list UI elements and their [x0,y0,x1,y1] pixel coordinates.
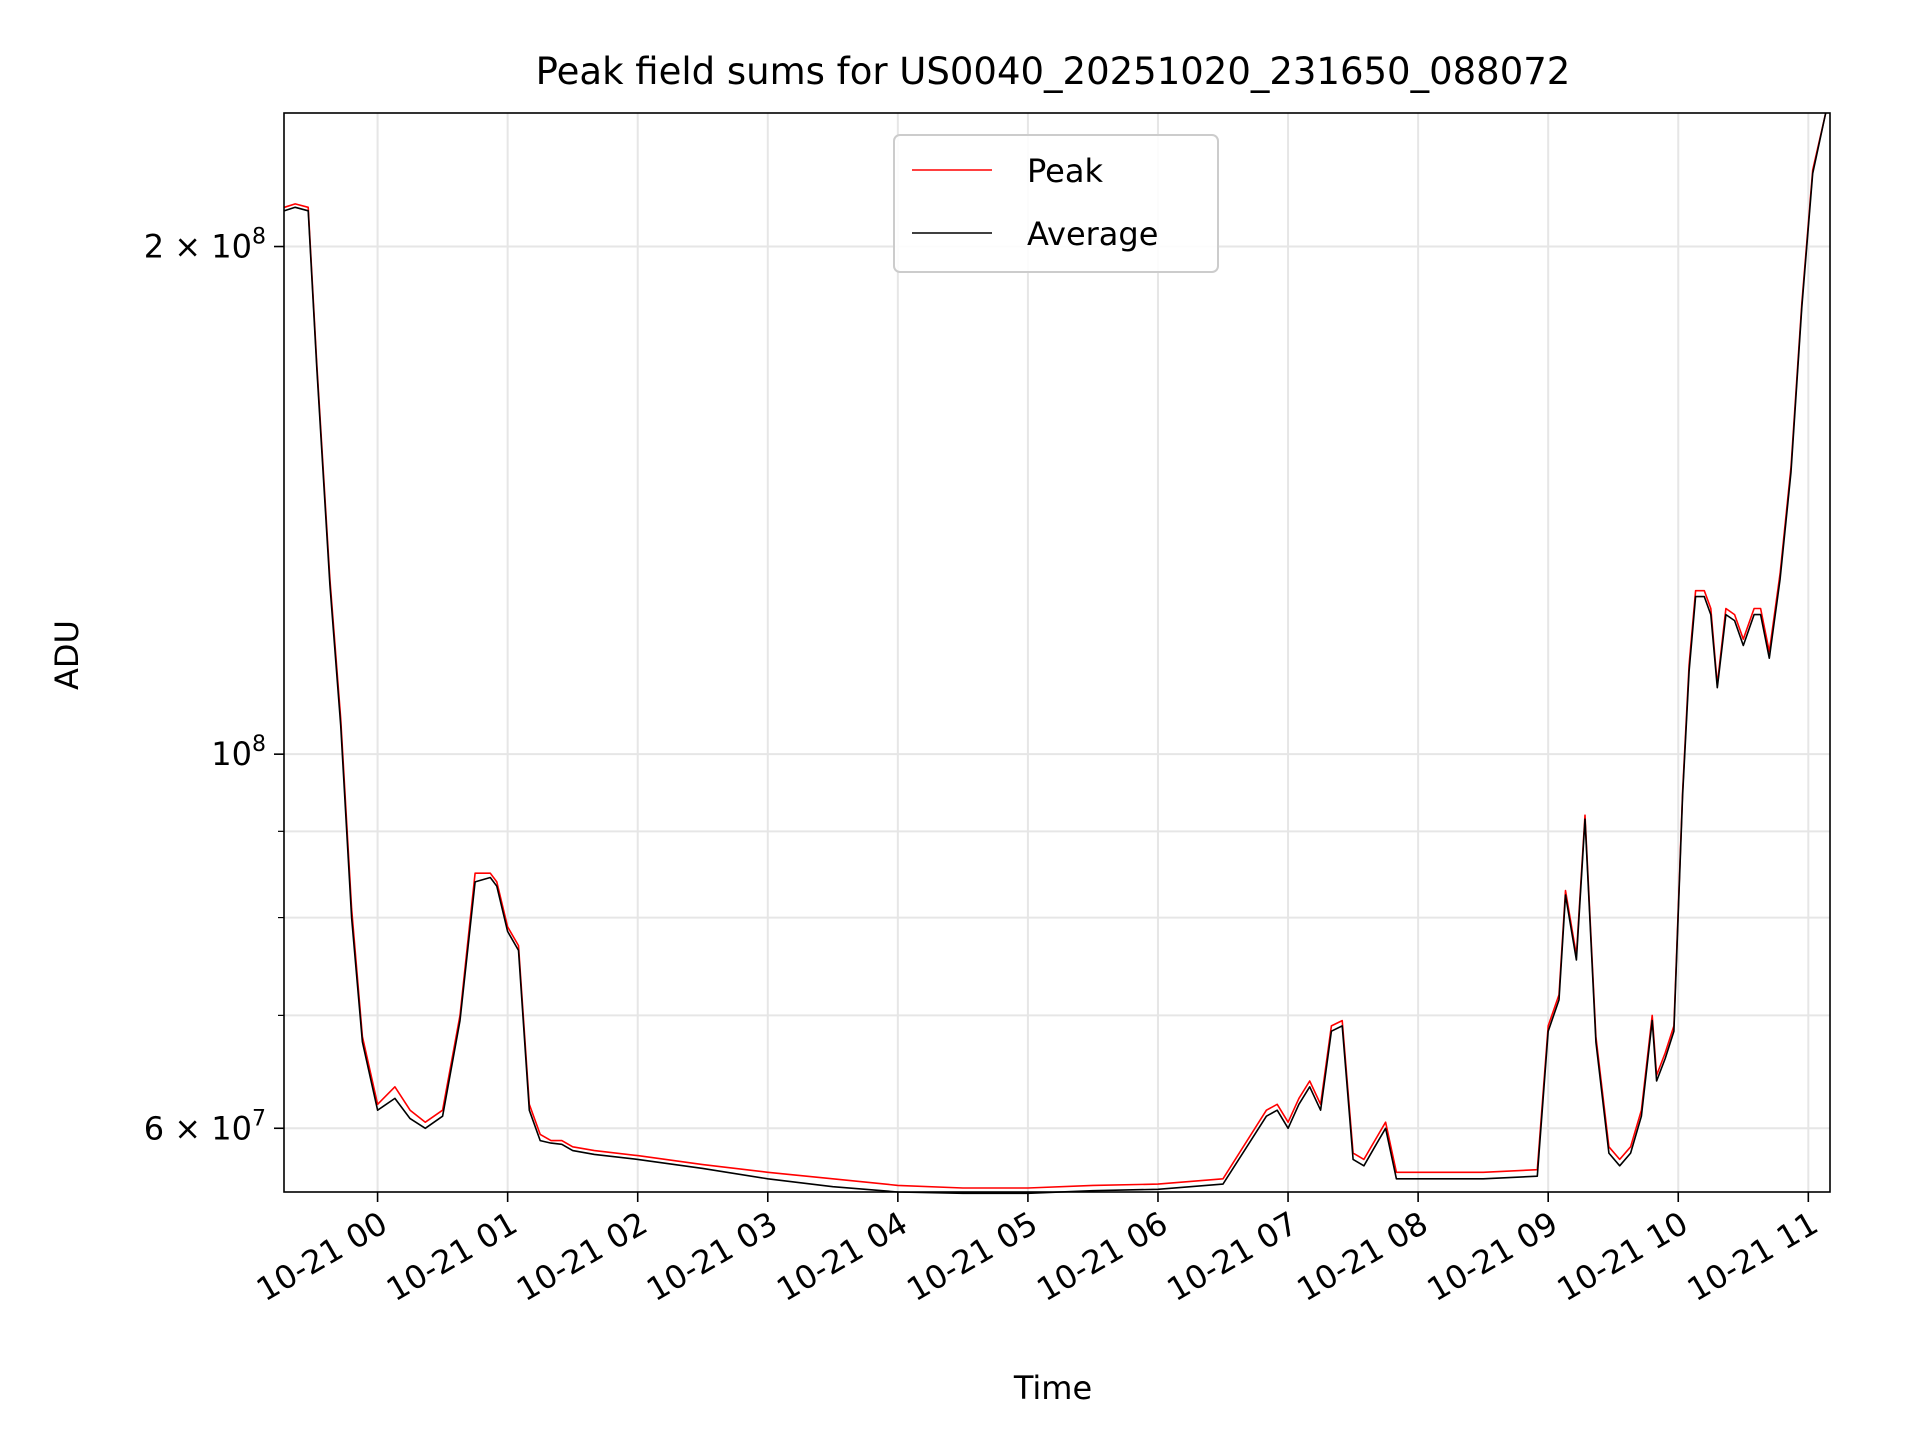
x-tick-label: 10-21 05 [900,1204,1044,1309]
x-tick-label: 10-21 11 [1681,1204,1825,1309]
legend-label-average: Average [1027,215,1158,253]
y-axis-label: ADU [48,620,86,690]
y-axis-ticks: 6 × 107 108 2 × 108 [144,225,284,1147]
x-tick-label: 10-21 08 [1291,1204,1435,1309]
x-tick-label: 10-21 06 [1030,1204,1174,1309]
grid [284,113,1830,1192]
x-tick-label: 10-21 10 [1551,1204,1695,1309]
x-tick-label: 10-21 09 [1421,1204,1565,1309]
series-line-average [284,112,1827,1195]
x-tick-label: 10-21 07 [1160,1204,1304,1309]
x-tick-label: 10-21 01 [380,1204,524,1309]
legend-label-peak: Peak [1027,152,1103,190]
y-tick-label: 2 × 108 [144,225,266,266]
x-axis-label: Time [1013,1369,1092,1407]
x-tick-label: 10-21 00 [250,1204,394,1309]
legend: Peak Average [893,134,1219,273]
x-tick-label: 10-21 04 [770,1204,914,1309]
chart-title: Peak field sums for US0040_20251020_2316… [536,50,1571,93]
plot-series [284,112,1827,1195]
y-tick-label: 108 [211,732,266,773]
x-tick-label: 10-21 03 [640,1204,784,1309]
series-line-peak [284,112,1827,1189]
y-tick-label: 6 × 107 [144,1106,266,1147]
plot-frame [283,112,1831,1193]
x-tick-label: 10-21 02 [510,1204,654,1309]
